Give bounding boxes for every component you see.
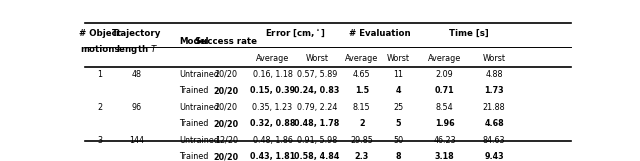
Text: 0.79, 2.24: 0.79, 2.24 bbox=[297, 103, 337, 112]
Text: Untrained: Untrained bbox=[179, 136, 219, 145]
Text: 1.5: 1.5 bbox=[355, 86, 369, 95]
Text: 4.65: 4.65 bbox=[353, 70, 371, 79]
Text: 21.88: 21.88 bbox=[483, 103, 506, 112]
Text: 50: 50 bbox=[394, 136, 403, 145]
Text: 48: 48 bbox=[132, 70, 142, 79]
Text: 29.85: 29.85 bbox=[350, 136, 373, 145]
Text: 0.24, 0.83: 0.24, 0.83 bbox=[294, 86, 340, 95]
Text: Trajectory: Trajectory bbox=[113, 29, 162, 38]
Text: 20/20: 20/20 bbox=[214, 86, 239, 95]
Text: Average: Average bbox=[428, 54, 461, 63]
Text: 0.71: 0.71 bbox=[435, 86, 454, 95]
Text: 25: 25 bbox=[394, 103, 404, 112]
Text: 0.43, 1.81: 0.43, 1.81 bbox=[250, 152, 295, 161]
Text: Untrained: Untrained bbox=[179, 103, 219, 112]
Text: 1: 1 bbox=[97, 70, 102, 79]
Text: Worst: Worst bbox=[387, 54, 410, 63]
Text: 4.68: 4.68 bbox=[484, 119, 504, 128]
Text: 0.48, 1.86: 0.48, 1.86 bbox=[253, 136, 292, 145]
Text: 0.35, 1.23: 0.35, 1.23 bbox=[252, 103, 292, 112]
Text: Trained: Trained bbox=[179, 152, 209, 161]
Text: # Evaluation: # Evaluation bbox=[349, 29, 411, 38]
Text: 1.73: 1.73 bbox=[484, 86, 504, 95]
Text: 3.18: 3.18 bbox=[435, 152, 454, 161]
Text: 0.91, 5.98: 0.91, 5.98 bbox=[297, 136, 337, 145]
Text: Trained: Trained bbox=[179, 119, 209, 128]
Text: Worst: Worst bbox=[305, 54, 328, 63]
Text: Error [cm,$^\circ$]: Error [cm,$^\circ$] bbox=[264, 28, 325, 39]
Text: length $T$: length $T$ bbox=[116, 43, 158, 56]
Text: Untrained: Untrained bbox=[179, 70, 219, 79]
Text: 0.16, 1.18: 0.16, 1.18 bbox=[253, 70, 292, 79]
Text: Trained: Trained bbox=[179, 86, 209, 95]
Text: 12/20: 12/20 bbox=[215, 136, 238, 145]
Text: 8.54: 8.54 bbox=[436, 103, 453, 112]
Text: 0.58, 4.84: 0.58, 4.84 bbox=[294, 152, 340, 161]
Text: 46.23: 46.23 bbox=[433, 136, 456, 145]
Text: 11: 11 bbox=[394, 70, 403, 79]
Text: 2: 2 bbox=[359, 119, 365, 128]
Text: 5: 5 bbox=[396, 119, 401, 128]
Text: 20/20: 20/20 bbox=[214, 119, 239, 128]
Text: 3: 3 bbox=[97, 136, 102, 145]
Text: 0.32, 0.88: 0.32, 0.88 bbox=[250, 119, 295, 128]
Text: Average: Average bbox=[256, 54, 289, 63]
Text: 8.15: 8.15 bbox=[353, 103, 371, 112]
Text: Worst: Worst bbox=[483, 54, 506, 63]
Text: 2.3: 2.3 bbox=[355, 152, 369, 161]
Text: 0.57, 5.89: 0.57, 5.89 bbox=[297, 70, 337, 79]
Text: 4: 4 bbox=[396, 86, 401, 95]
Text: 84.63: 84.63 bbox=[483, 136, 506, 145]
Text: 2: 2 bbox=[97, 103, 102, 112]
Text: Average: Average bbox=[345, 54, 378, 63]
Text: Time [s]: Time [s] bbox=[449, 29, 489, 38]
Text: 4.88: 4.88 bbox=[485, 70, 503, 79]
Text: 2.09: 2.09 bbox=[436, 70, 453, 79]
Text: 0.48, 1.78: 0.48, 1.78 bbox=[294, 119, 340, 128]
Text: 20/20: 20/20 bbox=[214, 152, 239, 161]
Text: # Object: # Object bbox=[79, 29, 121, 38]
Text: 96: 96 bbox=[132, 103, 142, 112]
Text: 8: 8 bbox=[396, 152, 401, 161]
Text: 0.15, 0.39: 0.15, 0.39 bbox=[250, 86, 295, 95]
Text: 20/20: 20/20 bbox=[215, 70, 238, 79]
Text: Model: Model bbox=[179, 37, 209, 46]
Text: 144: 144 bbox=[129, 136, 145, 145]
Text: 20/20: 20/20 bbox=[215, 103, 238, 112]
Text: motions: motions bbox=[80, 45, 120, 54]
Text: 9.43: 9.43 bbox=[484, 152, 504, 161]
Text: 1.96: 1.96 bbox=[435, 119, 454, 128]
Text: Success rate: Success rate bbox=[195, 37, 257, 46]
